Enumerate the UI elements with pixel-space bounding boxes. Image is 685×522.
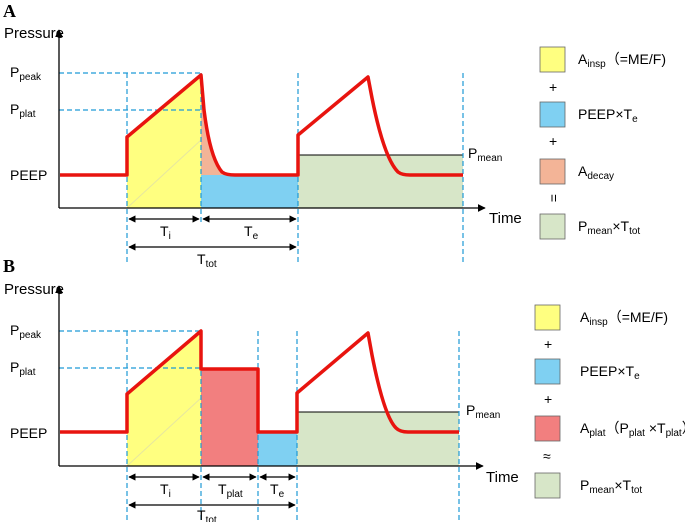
panel-a-faint-diagonal	[126, 139, 202, 209]
panel-a-ttot-label: Ttot	[197, 251, 217, 270]
panel-a-area-a-decay	[201, 75, 230, 175]
panel-b-pmean-label: Pmean	[466, 402, 500, 421]
panel-a-area-peep-te	[201, 175, 298, 208]
panel-b-peep-label: PEEP	[10, 425, 47, 441]
legend-a-swatch-a-insp	[539, 46, 566, 73]
legend-b-swatch-a-plat	[534, 415, 561, 442]
legend-b-swatch-pmean	[534, 472, 561, 499]
legend-a-a-decay-label: Adecay	[578, 163, 614, 182]
panel-b-area-a-insp	[127, 330, 201, 466]
panel-b-te-label: Te	[270, 481, 285, 500]
panel-b-pressure-curve	[60, 329, 459, 434]
panel-b-ti-label: Ti	[160, 481, 171, 500]
legend-b-pmean-ttot-label: Pmean×Ttot	[580, 477, 642, 496]
panel-b-y-axis-title: Pressure	[4, 281, 64, 298]
panel-b-ttot-label: Ttot	[197, 507, 217, 522]
panel-b-area-peep-te	[258, 432, 297, 466]
legend-a-pmean-ttot-label: Pmean×Ttot	[578, 218, 640, 237]
panel-b: B Pressure Time Ppeak Pplat PEEP Pmean	[3, 256, 685, 522]
panel-a-pressure-curve	[60, 73, 463, 177]
legend-b-op3: ≈	[543, 448, 551, 464]
panel-a-pmean-label: Pmean	[468, 145, 502, 164]
panel-a-ppeak-label: Ppeak	[10, 64, 42, 83]
panel-a-peep-label: PEEP	[10, 167, 47, 183]
legend-b-peep-te-label: PEEP×Te	[580, 363, 640, 382]
legend-b-a-plat-label: Aplat（Pplat ×Tplat）	[580, 420, 685, 439]
legend-a-swatch-a-decay	[539, 158, 566, 185]
legend-a-op3: =	[546, 194, 562, 202]
panel-a: A Pressure Time Ppeak Pplat PEEP Pmean	[3, 1, 666, 270]
panel-b-area-pmean	[297, 412, 459, 466]
panel-b-faint-diagonal	[126, 397, 202, 467]
panel-b-pplat-label: Pplat	[10, 359, 36, 378]
panel-b-ppeak-label: Ppeak	[10, 322, 42, 341]
panel-a-x-axis-title: Time	[489, 210, 522, 227]
panel-a-area-pmean	[298, 155, 463, 208]
legend-a-a-insp-label: Ainsp（=ME/F)	[578, 51, 666, 70]
legend-a-op1: +	[549, 79, 557, 95]
panel-a-guides	[59, 72, 464, 262]
legend-b-swatch-a-insp	[534, 304, 561, 331]
panel-a-letter: A	[3, 1, 16, 21]
legend-b-a-insp-label: Ainsp（=ME/F)	[580, 309, 668, 328]
panel-a-area-a-insp	[127, 75, 201, 208]
legend-b-op2: +	[544, 391, 552, 407]
panel-b-area-a-plat	[201, 369, 258, 466]
panel-a-pplat-label: Pplat	[10, 101, 36, 120]
legend-b-op1: +	[544, 336, 552, 352]
legend-a-op2: +	[549, 133, 557, 149]
panel-a-ti-label: Ti	[160, 223, 171, 242]
panel-b-legend: Ainsp（=ME/F) + PEEP×Te + Aplat（Pplat ×Tp…	[534, 304, 685, 499]
panel-a-y-axis-title: Pressure	[4, 25, 64, 42]
legend-a-peep-te-label: PEEP×Te	[578, 106, 638, 125]
legend-a-swatch-peep-te	[539, 101, 566, 128]
legend-a-swatch-pmean	[539, 213, 566, 240]
panel-a-legend: Ainsp（=ME/F) + PEEP×Te + Adecay = Pmean×…	[539, 46, 666, 240]
panel-b-tplat-label: Tplat	[218, 481, 243, 500]
panel-b-x-axis-title: Time	[486, 469, 519, 486]
legend-b-swatch-peep-te	[534, 358, 561, 385]
panel-a-te-label: Te	[244, 223, 259, 242]
panel-b-letter: B	[3, 256, 15, 276]
